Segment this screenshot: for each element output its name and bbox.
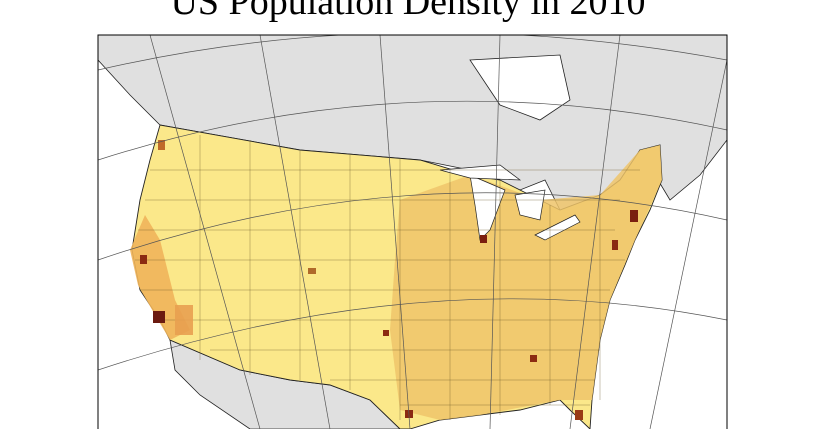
metro	[140, 255, 147, 264]
eastern-counties	[390, 145, 662, 420]
metro	[612, 240, 618, 250]
lake-superior	[439, 164, 522, 181]
metro	[175, 305, 193, 335]
map-frame	[97, 34, 728, 429]
map-body	[98, 35, 727, 429]
lake-huron	[514, 189, 546, 221]
metro	[575, 410, 583, 420]
metro	[158, 140, 165, 150]
metro	[480, 235, 487, 243]
metro	[153, 311, 165, 323]
metro	[530, 355, 537, 362]
map-border	[97, 34, 728, 429]
lake-erie	[534, 214, 581, 241]
metro-areas	[140, 140, 638, 420]
county-lines	[135, 135, 640, 420]
metro	[308, 268, 316, 274]
graticule	[98, 35, 727, 429]
map-title: US Population Density in 2010	[170, 0, 645, 23]
metro	[630, 210, 638, 222]
metro	[383, 330, 389, 336]
